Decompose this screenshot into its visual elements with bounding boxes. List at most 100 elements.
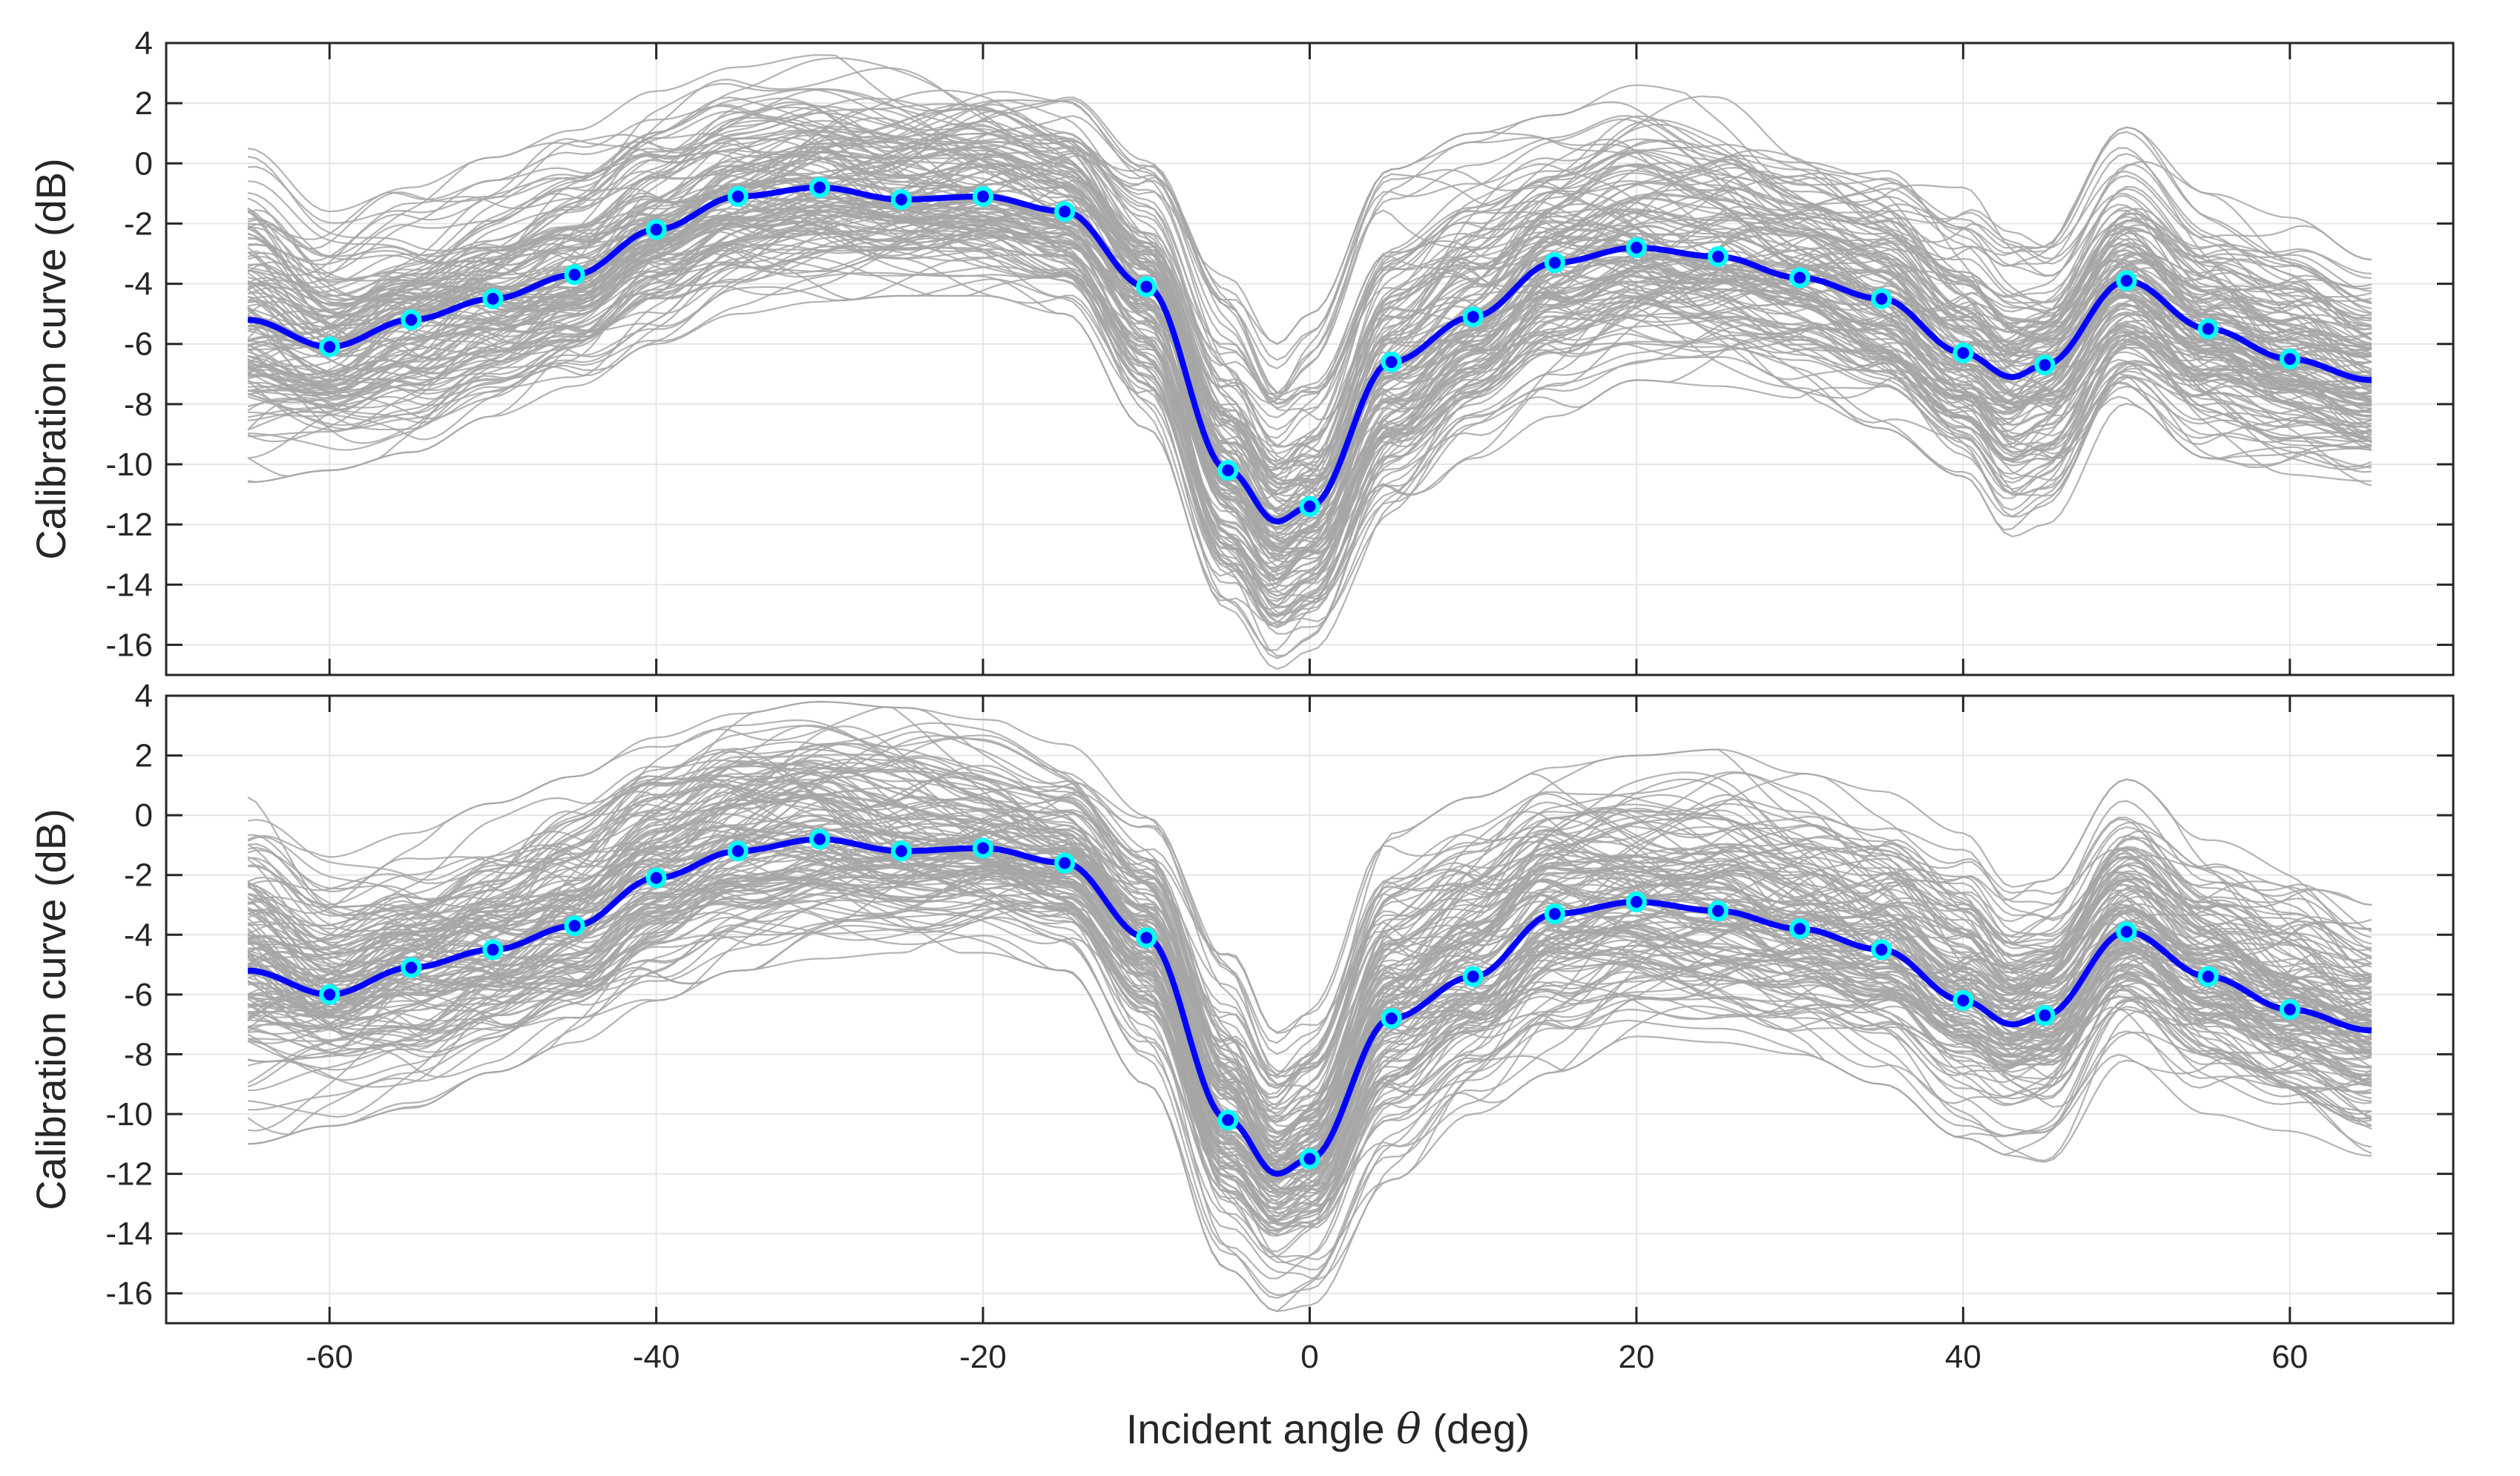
top-realization-line [248,110,2372,479]
bottom-realization-line [247,762,2372,1096]
bottom-realization-line [248,783,2372,1218]
bottom-realization-line [248,899,2372,1313]
top-realization-line [247,227,2372,635]
bottom-realization-line [247,785,2372,1118]
top-marker-45 [2034,355,2056,376]
top-realization-line [247,271,2372,597]
bottom-markers [319,828,2300,1170]
bottom-ytick-label: 4 [135,678,153,714]
top-realization-line [247,204,2372,581]
bottom-xtick-label: 40 [1945,1339,1981,1375]
top-marker--25 [890,188,912,210]
bottom-panel: 420-2-4-6-8-10-12-14-16 -60 -40 -20 0 20 40 60… [27,678,2455,1454]
top-realization-line [247,90,2372,401]
bottom-realization-line [247,903,2372,1190]
top-realization-line [247,101,2372,394]
bottom-realization-line [247,853,2372,1232]
bottom-xtick-label: 60 [2271,1339,2308,1375]
x-axis-label-post: (deg) [1421,1406,1530,1452]
top-marker--30 [809,177,830,198]
top-realization-line [247,128,2372,467]
top-marker-50 [2116,270,2137,291]
top-ytick-label: -6 [124,326,153,363]
bottom-marker-50 [2116,921,2137,943]
top-marker-60 [2279,349,2300,369]
bottom-marker-45 [2034,1005,2056,1027]
top-realization-line [247,134,2372,553]
top-realization-line [247,185,2372,497]
top-ytick-label: -16 [105,627,153,663]
bottom-realization-line [247,837,2372,1222]
top-realization-line [247,191,2372,610]
bottom-ytick-label: -8 [124,1036,153,1073]
bottom-realization-line [247,774,2372,1123]
bottom-ytick-label: -2 [124,857,153,894]
top-realization-line [247,88,2372,447]
top-marker--40 [645,219,667,240]
bottom-realization-line [247,766,2372,1055]
top-marker--55 [401,309,422,331]
top-marker-5 [1381,352,1402,373]
bottom-marker--30 [809,828,830,850]
top-marker-55 [2197,318,2219,340]
top-ytick-label: -12 [105,507,153,543]
top-realization-line [248,256,2372,671]
bottom-realization-line [247,759,2372,1162]
top-marker--50 [482,288,504,309]
top-realization-line [247,269,2372,617]
top-realization-line [247,194,2372,616]
bottom-realization-line [247,748,2372,1113]
top-marker-15 [1544,252,1565,274]
bottom-marker-0 [1299,1148,1320,1170]
bottom-marker-20 [1625,891,1647,912]
bottom-realization-line [248,762,2372,1123]
bottom-marker-35 [1871,939,1892,961]
top-ytick-label: -10 [105,447,153,483]
top-realization-line [247,215,2372,624]
bottom-ytick-label: -6 [124,977,153,1013]
bottom-realization-line [247,801,2372,1205]
bottom-xtick-label: 0 [1300,1339,1318,1375]
top-realization-line [247,116,2372,419]
top-realization-line [247,229,2372,659]
top-ytick-label: -8 [124,386,153,423]
bottom-realization-line [248,700,2372,1079]
bottom-ytick-label: -10 [105,1096,153,1133]
top-realization-line [247,132,2372,476]
top-realization-line [247,246,2372,558]
bottom-ytick-label: -14 [105,1216,153,1252]
top-marker--15 [1054,201,1076,223]
top-marker-35 [1871,288,1892,309]
x-axis-label: Incident angle θ (deg) [1126,1406,1530,1454]
top-realization-line [247,237,2372,652]
bottom-realization-line [247,724,2372,1135]
top-realization-line [247,197,2372,520]
x-axis-label-theta: θ [1396,1406,1421,1454]
bottom-xtick-label: 20 [1618,1339,1654,1375]
bottom-realization-line [247,706,2372,1139]
bottom-realization-line [248,928,2372,1297]
top-y-axis-label: Calibration curve (dB) [27,158,74,560]
bottom-realization-line [247,742,2372,1127]
bottom-ytick-label: 0 [135,797,153,834]
top-marker-20 [1625,237,1647,258]
bottom-realization-line [248,866,2372,1147]
bottom-marker-5 [1381,1008,1402,1029]
bottom-marker-55 [2197,966,2219,987]
bottom-marker--10 [1136,927,1157,949]
bottom-marker-10 [1462,966,1484,987]
top-marker--45 [564,264,585,286]
bottom-marker--5 [1217,1110,1239,1131]
top-ytick-label: 0 [135,145,153,182]
top-marker-30 [1789,267,1811,289]
bottom-x-ticks: -60 -40 -20 0 20 40 60 [306,696,2308,1375]
bottom-y-axis-label: Calibration curve (dB) [27,808,74,1210]
bottom-realizations [247,700,2372,1313]
bottom-marker-30 [1789,918,1811,940]
bottom-marker--60 [319,984,341,1005]
bottom-realization-line [248,820,2372,1152]
top-ytick-label: 4 [135,25,153,62]
top-realization-line [247,206,2372,626]
top-ytick-label: 2 [135,85,153,122]
bottom-xtick-label: -20 [959,1339,1007,1375]
